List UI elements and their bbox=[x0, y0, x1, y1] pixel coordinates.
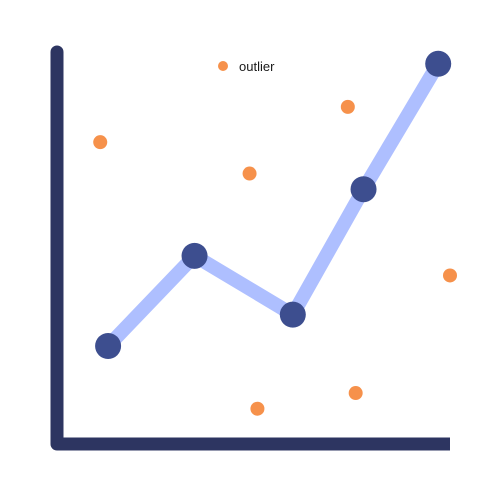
series-point bbox=[425, 50, 452, 77]
axes bbox=[50, 45, 450, 451]
plot-area bbox=[93, 50, 457, 416]
series-point bbox=[279, 301, 306, 328]
legend: outlier bbox=[218, 59, 275, 74]
outlier-point bbox=[443, 268, 457, 283]
outlier-point bbox=[348, 386, 363, 401]
legend-marker-outlier bbox=[218, 61, 228, 71]
series-line bbox=[103, 60, 445, 351]
series-point bbox=[350, 176, 377, 203]
outlier-point bbox=[340, 99, 355, 114]
series-point bbox=[95, 333, 122, 359]
legend-label-outlier: outlier bbox=[239, 59, 275, 74]
outlier-point bbox=[93, 135, 108, 150]
outlier-point bbox=[242, 166, 257, 181]
outlier-point bbox=[250, 401, 265, 416]
series-point bbox=[181, 242, 208, 269]
